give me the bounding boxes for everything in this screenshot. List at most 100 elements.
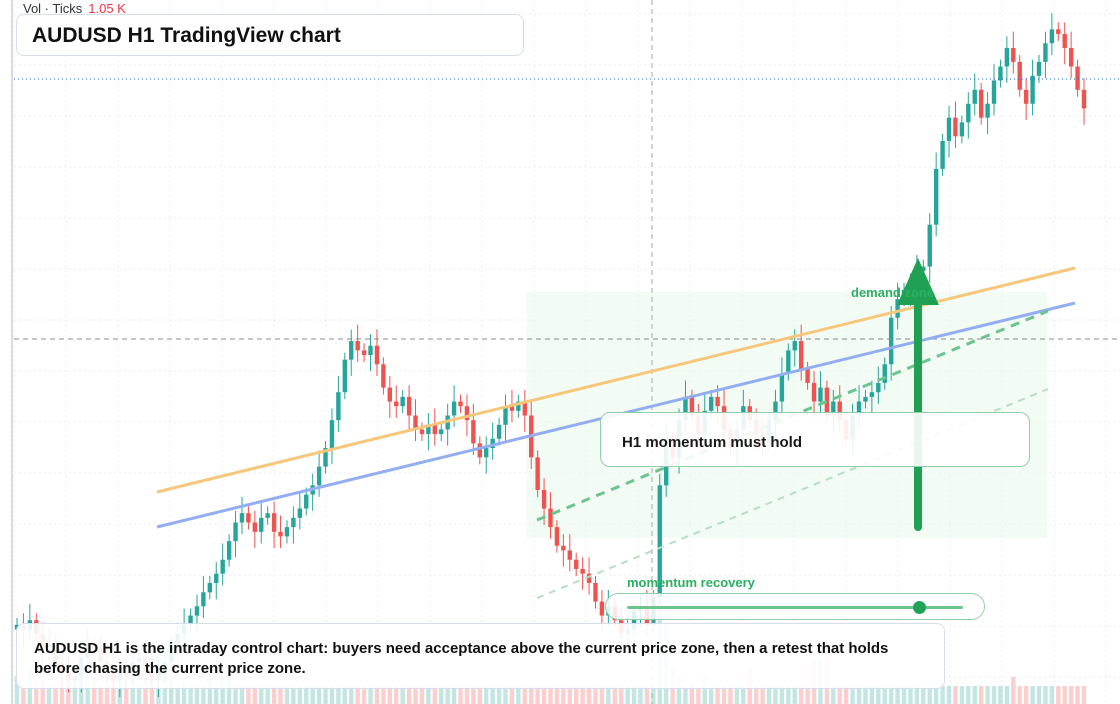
candle[interactable]: [278, 515, 283, 549]
candle[interactable]: [381, 357, 386, 395]
candle[interactable]: [445, 403, 450, 446]
candle[interactable]: [779, 357, 785, 414]
candle[interactable]: [863, 389, 868, 409]
candle-body: [1075, 66, 1080, 90]
momentum-slider-knob[interactable]: [912, 601, 926, 614]
volume-bar: [760, 686, 765, 704]
candle[interactable]: [432, 408, 438, 446]
candle[interactable]: [535, 450, 540, 497]
candle[interactable]: [394, 385, 399, 418]
candle[interactable]: [304, 487, 309, 516]
candle[interactable]: [1004, 36, 1010, 83]
candle[interactable]: [239, 496, 245, 535]
candle[interactable]: [413, 399, 418, 442]
candle[interactable]: [355, 324, 360, 362]
candle[interactable]: [1075, 59, 1080, 97]
candle[interactable]: [316, 450, 322, 497]
candle[interactable]: [226, 534, 232, 567]
candle[interactable]: [940, 133, 945, 176]
candle[interactable]: [876, 366, 881, 404]
candle[interactable]: [574, 552, 579, 577]
candle[interactable]: [233, 510, 238, 558]
candle[interactable]: [471, 403, 476, 456]
candle[interactable]: [220, 543, 225, 586]
candle[interactable]: [1030, 59, 1035, 116]
volume-bars: [14, 614, 1087, 704]
candle[interactable]: [1056, 22, 1061, 41]
volume-bar: [471, 686, 476, 704]
candle[interactable]: [1049, 13, 1055, 55]
candle[interactable]: [1081, 78, 1087, 125]
candle[interactable]: [966, 92, 971, 139]
candle[interactable]: [1017, 54, 1022, 97]
candle[interactable]: [361, 343, 367, 362]
candle[interactable]: [1062, 22, 1067, 65]
candle[interactable]: [1023, 78, 1029, 121]
candle[interactable]: [985, 92, 990, 134]
candle[interactable]: [927, 213, 932, 283]
candle[interactable]: [503, 394, 508, 442]
candle[interactable]: [580, 557, 585, 590]
candle[interactable]: [271, 501, 277, 549]
candle[interactable]: [477, 436, 482, 465]
candle[interactable]: [882, 357, 887, 390]
candle[interactable]: [265, 506, 270, 525]
candle[interactable]: [978, 82, 984, 125]
candle[interactable]: [484, 436, 489, 474]
candle[interactable]: [516, 394, 521, 418]
candle[interactable]: [419, 422, 425, 442]
candle[interactable]: [972, 73, 977, 116]
candle[interactable]: [201, 576, 206, 618]
candle[interactable]: [374, 329, 380, 376]
candle[interactable]: [561, 534, 566, 567]
candle[interactable]: [426, 413, 431, 451]
candle[interactable]: [246, 506, 251, 530]
candle[interactable]: [349, 329, 354, 376]
candle[interactable]: [368, 334, 373, 372]
candle[interactable]: [1011, 31, 1016, 74]
candle[interactable]: [252, 510, 258, 549]
candle[interactable]: [387, 375, 393, 418]
candle[interactable]: [946, 106, 952, 158]
candle[interactable]: [805, 361, 810, 390]
candle[interactable]: [297, 492, 303, 530]
candle[interactable]: [895, 282, 900, 330]
volume-bar: [451, 686, 457, 704]
candle[interactable]: [490, 422, 495, 460]
candle[interactable]: [657, 473, 662, 614]
candle[interactable]: [439, 422, 444, 442]
candle[interactable]: [329, 408, 335, 465]
candle[interactable]: [400, 389, 405, 414]
candle[interactable]: [291, 506, 296, 544]
candle[interactable]: [342, 352, 348, 400]
candle[interactable]: [259, 501, 264, 544]
candle[interactable]: [522, 389, 527, 432]
candle[interactable]: [991, 64, 997, 116]
candle[interactable]: [1068, 31, 1074, 79]
candle-body: [561, 545, 566, 551]
candle[interactable]: [496, 417, 502, 446]
candle[interactable]: [998, 59, 1003, 88]
candle[interactable]: [1036, 54, 1042, 83]
candle[interactable]: [567, 534, 572, 572]
candle[interactable]: [953, 101, 958, 148]
candle[interactable]: [323, 441, 328, 474]
candle[interactable]: [336, 375, 341, 432]
candle[interactable]: [869, 380, 875, 414]
candle[interactable]: [933, 152, 939, 237]
candle[interactable]: [959, 115, 965, 144]
candle[interactable]: [207, 576, 213, 600]
momentum-slider[interactable]: [605, 593, 985, 620]
candle[interactable]: [888, 306, 894, 381]
candle[interactable]: [548, 492, 553, 539]
candle[interactable]: [1043, 31, 1048, 79]
candle[interactable]: [284, 520, 290, 544]
candle[interactable]: [458, 394, 463, 414]
candle[interactable]: [406, 385, 412, 432]
candle[interactable]: [310, 473, 315, 511]
candle[interactable]: [593, 576, 598, 609]
candle[interactable]: [818, 371, 823, 414]
candle[interactable]: [811, 371, 817, 418]
candle[interactable]: [214, 562, 219, 600]
candle[interactable]: [554, 520, 560, 553]
